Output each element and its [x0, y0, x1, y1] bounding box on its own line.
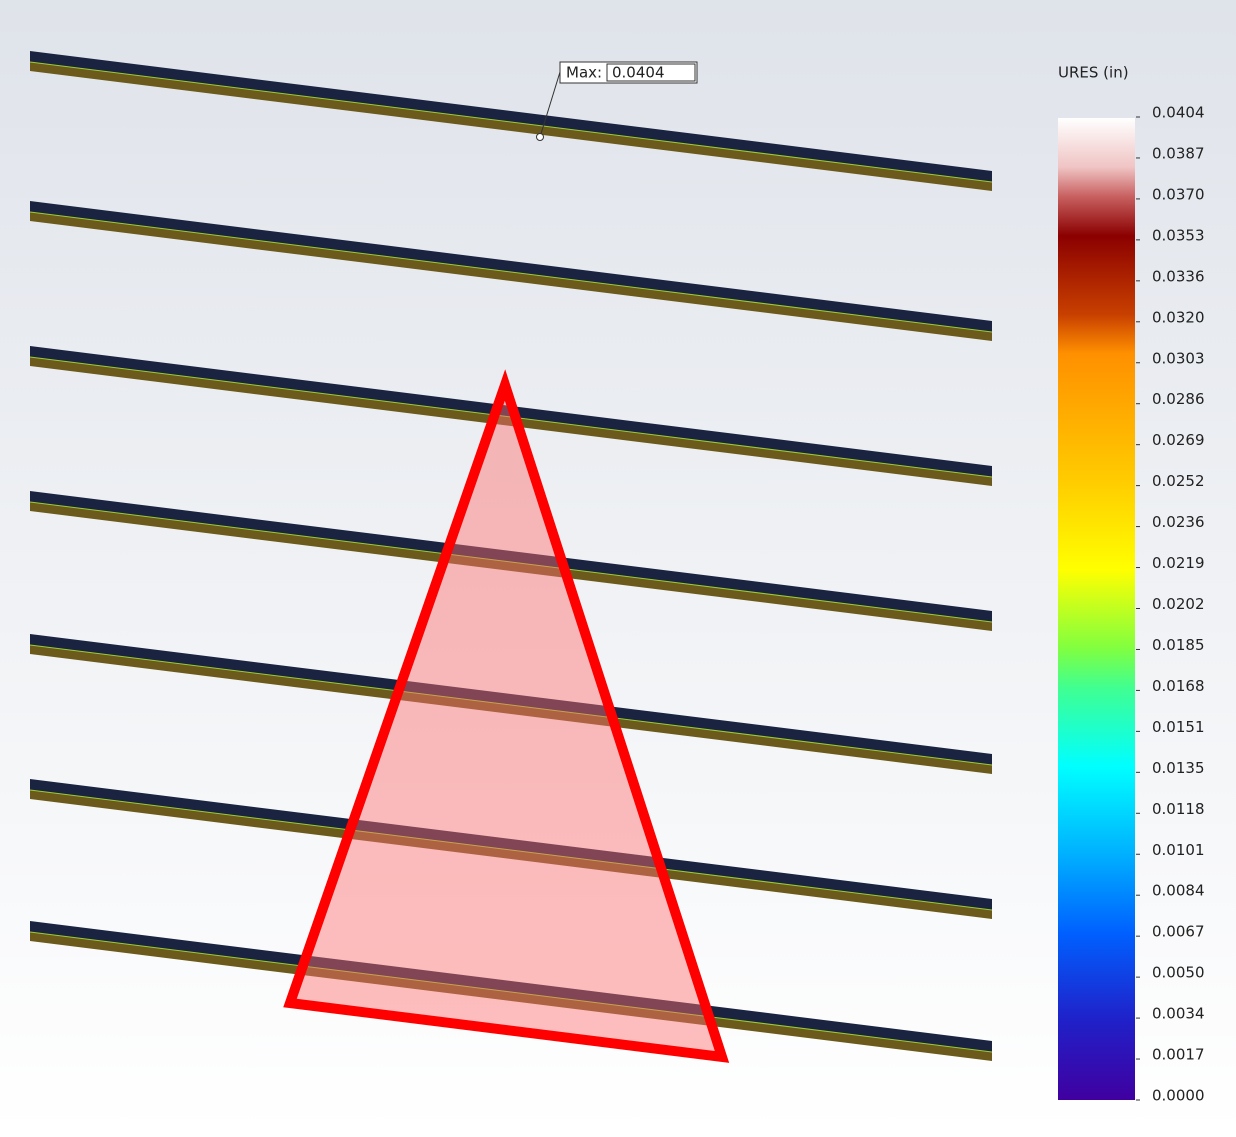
- legend-label: 0.0320: [1152, 308, 1205, 326]
- legend-label: 0.0067: [1152, 923, 1205, 941]
- legend-label: 0.0353: [1152, 226, 1205, 244]
- probe-value: 0.0404: [612, 64, 665, 82]
- legend-label: 0.0219: [1152, 554, 1205, 572]
- legend-label: 0.0168: [1152, 677, 1205, 695]
- legend-title: URES (in): [1058, 64, 1129, 82]
- legend-label: 0.0336: [1152, 267, 1205, 285]
- legend-label: 0.0118: [1152, 800, 1205, 818]
- probe-label: Max:: [566, 64, 602, 82]
- legend-label: 0.0084: [1152, 882, 1205, 900]
- legend-label: 0.0387: [1152, 144, 1205, 162]
- legend-label: 0.0050: [1152, 964, 1205, 982]
- legend-label: 0.0286: [1152, 390, 1205, 408]
- legend-label: 0.0236: [1152, 513, 1205, 531]
- legend-label: 0.0269: [1152, 431, 1205, 449]
- legend-label: 0.0202: [1152, 595, 1205, 613]
- legend-label: 0.0151: [1152, 718, 1205, 736]
- legend-label: 0.0303: [1152, 349, 1205, 367]
- legend-label: 0.0404: [1152, 104, 1205, 122]
- legend-label: 0.0185: [1152, 636, 1205, 654]
- legend-label: 0.0252: [1152, 472, 1205, 490]
- color-bar: [1058, 118, 1135, 1100]
- legend-label: 0.0017: [1152, 1046, 1205, 1064]
- legend-label: 0.0034: [1152, 1005, 1205, 1023]
- legend-label: 0.0101: [1152, 841, 1205, 859]
- legend-label: 0.0135: [1152, 759, 1205, 777]
- probe-point: [537, 134, 544, 141]
- legend-label: 0.0370: [1152, 185, 1205, 203]
- legend-label: 0.0000: [1152, 1087, 1205, 1105]
- viewport: Max: 0.0404 URES (in) 0.0404 0.0387 0.0370…: [0, 0, 1236, 1133]
